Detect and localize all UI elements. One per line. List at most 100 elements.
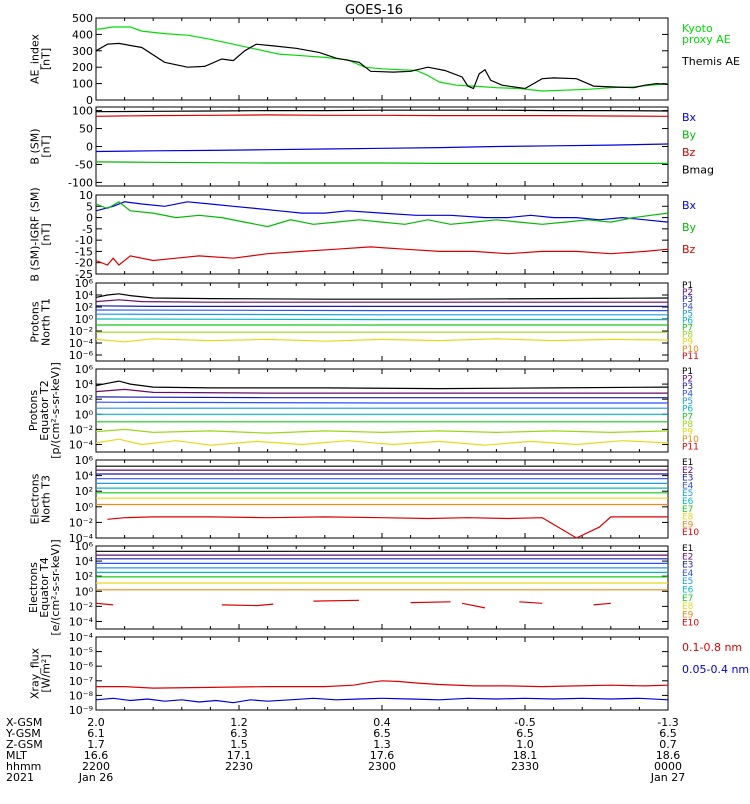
panel-frame-xray bbox=[95, 636, 669, 711]
series-line-protons_t2-1 bbox=[95, 388, 668, 394]
y-axis-label-xray: Xray_flux bbox=[29, 647, 42, 699]
legend-entry-protons_t2: P6 bbox=[682, 405, 693, 415]
ephemeris-value: 0000 bbox=[654, 760, 682, 773]
y-axis-label-electrons_t4: [e/(cm²-s-sr-keV)] bbox=[49, 539, 62, 635]
y-tick-label-b_igrf: 5 bbox=[86, 200, 93, 213]
series-line-protons_t2-2 bbox=[95, 396, 668, 399]
y-axis-label-electrons_t4: Electrons bbox=[27, 562, 40, 613]
ephemeris-value: 18.6 bbox=[656, 749, 681, 762]
series-line-electrons_t4-9 bbox=[519, 601, 543, 604]
legend-entry-protons_t1: P7 bbox=[682, 324, 693, 334]
y-tick-label-b_igrf: 0 bbox=[86, 212, 93, 225]
ephemeris-value: 6.1 bbox=[87, 727, 105, 740]
y-tick-label-protons_t2: 10⁰ bbox=[75, 408, 94, 421]
legend-entry-electrons_t3: E3 bbox=[682, 474, 693, 484]
y-tick-label-ae: 100 bbox=[72, 78, 93, 91]
y-tick-label-protons_t2: 10⁻⁴ bbox=[69, 438, 94, 451]
legend-entry-electrons_t3: E7 bbox=[682, 505, 693, 515]
legend-entry-electrons_t4: E6 bbox=[682, 586, 694, 596]
legend-entry-protons_t2: P7 bbox=[682, 412, 693, 422]
y-tick-label-xray: 10⁻⁶ bbox=[69, 660, 94, 673]
y-axis-label-xray: [W/m²] bbox=[40, 654, 53, 692]
legend-entry-electrons_t3: E4 bbox=[682, 481, 694, 491]
ephemeris-value: 2300 bbox=[368, 760, 396, 773]
y-tick-label-ae: 400 bbox=[72, 28, 93, 41]
y-tick-label-ae: 500 bbox=[72, 12, 93, 25]
legend-entry-electrons_t3: E8 bbox=[682, 513, 694, 523]
ephemeris-value: 1.3 bbox=[373, 738, 391, 751]
series-line-b_sm-2 bbox=[95, 143, 669, 153]
y-tick-label-b_igrf: 10 bbox=[79, 189, 93, 202]
ephemeris-row-label: Y-GSM bbox=[5, 727, 41, 740]
y-axis-label-b_sm: B (SM) bbox=[29, 128, 42, 164]
ephemeris-value: 18.1 bbox=[513, 749, 538, 762]
legend-entry-electrons_t3: E2 bbox=[682, 466, 693, 476]
legend-entry-protons_t2: P4 bbox=[682, 390, 693, 400]
series-line-protons_t1-3 bbox=[95, 309, 668, 312]
y-axis-label-ae: AE_index bbox=[29, 33, 42, 84]
legend-entry-electrons_t4: E7 bbox=[682, 594, 693, 604]
legend-entry-protons_t1: P8 bbox=[682, 331, 693, 341]
y-tick-label-electrons_t3: 10⁰ bbox=[75, 501, 94, 514]
legend-entry-electrons_t3: E10 bbox=[682, 528, 699, 538]
legend-entry-protons_t2: P8 bbox=[682, 420, 693, 430]
ephemeris-value: 1.2 bbox=[230, 716, 248, 729]
y-tick-label-xray: 10⁻⁹ bbox=[69, 704, 93, 717]
ephemeris-value: 6.5 bbox=[659, 727, 677, 740]
y-tick-label-protons_t2: 10⁻² bbox=[69, 423, 93, 436]
series-line-electrons_t4-9 bbox=[410, 601, 451, 604]
legend-entry-protons_t1: P6 bbox=[682, 316, 693, 326]
y-tick-label-b_igrf: -15 bbox=[75, 245, 93, 258]
series-line-protons_t1-5 bbox=[95, 318, 668, 321]
y-tick-label-xray: 10⁻⁴ bbox=[69, 631, 94, 644]
y-axis-label-protons_t1: Protons bbox=[29, 301, 42, 342]
legend-entry-electrons_t4: E5 bbox=[682, 577, 693, 587]
y-axis-label-protons_t2: [p/(cm²-s-sr-keV)] bbox=[49, 362, 62, 459]
legend-entry-protons_t1: P9 bbox=[682, 338, 693, 348]
y-tick-label-electrons_t4: 10⁶ bbox=[75, 540, 94, 553]
ephemeris-value: 17.1 bbox=[227, 749, 252, 762]
y-tick-label-b_sm: -50 bbox=[75, 158, 93, 171]
ephemeris-row-label: hhmm bbox=[6, 760, 41, 773]
ephemeris-value: 0.7 bbox=[659, 738, 677, 751]
panel-frame-electrons_t3 bbox=[95, 459, 669, 539]
panel-frame-protons_t1 bbox=[95, 282, 669, 362]
y-axis-label-b_sm: [nT] bbox=[40, 135, 53, 157]
series-line-electrons_t3-9 bbox=[107, 516, 668, 539]
legend-entry-protons_t2: P5 bbox=[682, 397, 693, 407]
ephemeris-row-label: MLT bbox=[6, 749, 27, 762]
y-tick-label-protons_t1: 10⁻⁶ bbox=[69, 349, 94, 362]
ephemeris-row-label: 2021 bbox=[6, 771, 34, 784]
y-axis-label-protons_t2: Equator T2 bbox=[38, 380, 51, 440]
series-line-protons_t2-3 bbox=[95, 401, 668, 404]
y-tick-label-protons_t1: 10⁻⁴ bbox=[69, 337, 94, 350]
legend-entry-electrons_t4: E2 bbox=[682, 552, 693, 562]
ephemeris-value: 1.5 bbox=[230, 738, 248, 751]
y-tick-label-protons_t2: 10² bbox=[75, 393, 93, 406]
y-axis-label-electrons_t3: Electrons bbox=[29, 473, 42, 524]
series-line-b_igrf-2 bbox=[95, 246, 669, 266]
chart-title: GOES-16 bbox=[345, 3, 403, 18]
legend-entry-protons_t2: P2 bbox=[682, 375, 693, 385]
y-tick-label-xray: 10⁻⁷ bbox=[69, 675, 93, 688]
y-tick-label-b_igrf: -20 bbox=[75, 257, 93, 270]
legend-entry-protons_t1: P2 bbox=[682, 288, 693, 298]
series-line-protons_t1-2 bbox=[95, 305, 668, 307]
y-tick-label-b_igrf: -10 bbox=[75, 234, 93, 247]
y-tick-label-xray: 10⁻⁵ bbox=[69, 646, 93, 659]
series-line-protons_t1-8 bbox=[95, 338, 669, 343]
ephemeris-value: -0.5 bbox=[514, 716, 535, 729]
y-tick-label-electrons_t3: 10⁻² bbox=[69, 516, 93, 529]
ephemeris-value: 2330 bbox=[511, 760, 539, 773]
legend-entry-protons_t2: P11 bbox=[682, 442, 699, 452]
y-axis-label-electrons_t3: North T3 bbox=[40, 475, 53, 523]
legend-entry-xray: 0.05-0.4 nm bbox=[682, 663, 749, 676]
y-tick-label-electrons_t4: 10⁰ bbox=[75, 585, 94, 598]
ephemeris-value: 17.6 bbox=[370, 749, 395, 762]
legend-entry-b_igrf: Bz bbox=[682, 243, 696, 256]
y-tick-label-b_sm: 100 bbox=[72, 105, 93, 118]
series-line-b_sm-0 bbox=[95, 109, 669, 113]
y-axis-label-electrons_t4: Equator T4 bbox=[38, 557, 51, 617]
y-axis-label-b_igrf: [nT] bbox=[40, 223, 53, 245]
ephemeris-row-label: Z-GSM bbox=[6, 738, 43, 751]
